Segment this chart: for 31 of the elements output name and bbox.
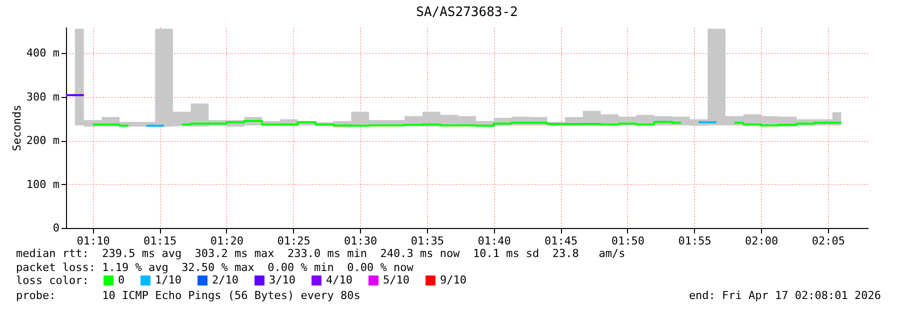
x-tick-label: 01:25 xyxy=(277,234,310,248)
y-tick-label: 0 xyxy=(52,222,60,234)
legend-label: 9/10 xyxy=(440,274,466,287)
y-tick-label: 100 m xyxy=(26,178,60,191)
legend-title: loss color: xyxy=(16,274,89,287)
y-tick-label: 400 m xyxy=(26,46,60,60)
y-tick-label: 300 m xyxy=(26,90,60,104)
x-tick-label: 01:35 xyxy=(410,234,444,248)
legend-label: 3/10 xyxy=(269,274,296,287)
y-tick-label: 200 m xyxy=(26,134,60,148)
text: probe: 10 ICMP Echo Pings (56 Bytes) every 80s xyxy=(16,289,360,302)
x-tick-label: 01:10 xyxy=(76,234,110,248)
text: median rtt: 239.5 ms avg 303.2 ms max 233.0 ms min 240.3 ms now 10.1 ms sd 23.8 am/s xyxy=(16,247,626,260)
x-tick-label: 02:00 xyxy=(745,234,778,248)
text: packet loss: 1.19 % avg 32.50 % max 0.00 % min 0.00 % now xyxy=(16,261,414,274)
x-tick-label: 01:30 xyxy=(344,234,378,248)
legend-label: 1/10 xyxy=(155,274,182,287)
x-tick-label: 01:55 xyxy=(678,234,712,248)
chart-title: SA/AS273683-2 xyxy=(416,5,518,20)
x-tick-label: 01:45 xyxy=(544,234,578,248)
x-tick-label: 01:40 xyxy=(478,234,511,248)
y-axis-title: Seconds xyxy=(10,104,24,152)
text: end: Fri Apr 17 02:08:01 2026 xyxy=(688,289,881,302)
x-tick-label: 01:20 xyxy=(210,234,244,248)
legend-label: 2/10 xyxy=(212,274,238,287)
legend-label: 4/10 xyxy=(326,274,352,287)
x-tick-label: 02:05 xyxy=(812,234,845,248)
x-tick-label: 01:50 xyxy=(611,234,644,248)
legend-label: 0 xyxy=(118,274,125,287)
legend-label: 5/10 xyxy=(383,274,410,287)
x-tick-label: 01:15 xyxy=(144,234,177,248)
